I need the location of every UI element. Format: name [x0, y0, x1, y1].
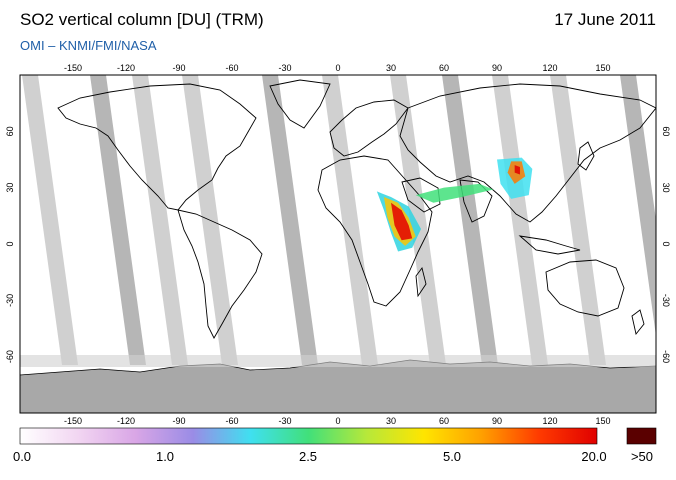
no-data-swath	[442, 75, 498, 365]
no-data-swath	[492, 75, 548, 365]
lon-tick-label: 90	[492, 63, 502, 73]
lon-tick-label: -90	[172, 416, 185, 426]
latitude-labels-left: 60 30 0 -30 -60	[5, 126, 15, 363]
lon-tick-label: 90	[492, 416, 502, 426]
data-credit: OMI – KNMI/FMI/NASA	[20, 38, 157, 53]
no-data-swath	[90, 75, 146, 365]
map-date: 17 June 2011	[554, 10, 656, 29]
lon-tick-label: 30	[386, 416, 396, 426]
lat-tick-label: -60	[5, 350, 15, 363]
lon-tick-label: -30	[278, 63, 291, 73]
lon-tick-label: -60	[225, 63, 238, 73]
latitude-labels-right: 60 30 0 -30 -60	[661, 126, 671, 363]
no-data-swath	[322, 75, 378, 365]
coast-madagascar	[415, 266, 427, 298]
lon-tick-label: 60	[439, 63, 449, 73]
colorbar-label-4: 20.0	[581, 449, 607, 464]
colorbar-label-0: 0.0	[12, 449, 32, 464]
plume-china-hot	[514, 165, 520, 175]
no-data-swath	[22, 75, 78, 365]
colorbar	[19, 427, 598, 445]
plume-east-africa-core	[391, 202, 413, 241]
lon-tick-label: 0	[335, 63, 340, 73]
lat-tick-label: -60	[661, 350, 671, 363]
lon-tick-label: 30	[386, 63, 396, 73]
coast-new-zealand	[631, 309, 645, 336]
colorbar-overflow-swatch	[626, 427, 657, 445]
lon-tick-label: 120	[542, 63, 557, 73]
lon-tick-label: -150	[64, 416, 82, 426]
coast-arabia	[401, 177, 441, 213]
longitude-labels-top: -150 -120 -90 -60 -30 0 30 60 90 120 150	[64, 63, 611, 73]
no-data-swath	[262, 75, 318, 365]
longitude-labels-bottom: -150 -120 -90 -60 -30 0 30 60 90 120 150	[64, 416, 611, 426]
coast-south-america	[177, 209, 263, 339]
lon-tick-label: 150	[595, 63, 610, 73]
no-data-swath	[550, 75, 606, 365]
coast-indonesia	[518, 235, 581, 255]
coast-australia	[545, 259, 625, 317]
lon-tick-label: 60	[439, 416, 449, 426]
colorbar-label-3: 5.0	[442, 449, 462, 464]
lat-tick-label: 60	[661, 126, 671, 136]
coast-greenland	[269, 79, 331, 129]
lat-tick-label: 60	[5, 126, 15, 136]
lon-tick-label: -90	[172, 63, 185, 73]
lon-tick-label: -120	[117, 416, 135, 426]
lon-tick-label: 120	[542, 416, 557, 426]
lon-tick-label: -30	[278, 416, 291, 426]
no-data-swath	[620, 75, 656, 336]
coast-japan	[577, 141, 595, 171]
lon-tick-label: 0	[335, 416, 340, 426]
coast-asia	[399, 83, 656, 223]
coastlines	[57, 79, 656, 339]
colorbar-overflow-label: >50	[630, 449, 654, 464]
lon-tick-label: 150	[595, 416, 610, 426]
southern-no-data-band	[20, 355, 656, 367]
lon-tick-label: -60	[225, 416, 238, 426]
no-data-swath	[390, 75, 446, 365]
no-data-swath	[132, 75, 188, 365]
coast-india	[459, 179, 493, 223]
so2-plumes	[376, 157, 533, 252]
lon-tick-label: -150	[64, 63, 82, 73]
lat-tick-label: -30	[5, 294, 15, 307]
lat-tick-label: -30	[661, 294, 671, 307]
colorbar-label-1: 1.0	[155, 449, 175, 464]
plume-arabia	[415, 183, 494, 203]
map-title: SO2 vertical column [DU] (TRM)	[20, 10, 264, 29]
lat-tick-label: 0	[661, 241, 671, 246]
lat-tick-label: 0	[5, 241, 15, 246]
map-frame	[19, 74, 657, 414]
coast-africa	[317, 155, 433, 307]
coast-north-america	[57, 83, 257, 211]
lon-tick-label: -120	[117, 63, 135, 73]
lat-tick-label: 30	[661, 183, 671, 193]
colorbar-label-2: 2.5	[298, 449, 318, 464]
lat-tick-label: 30	[5, 183, 15, 193]
coast-europe	[329, 99, 409, 157]
